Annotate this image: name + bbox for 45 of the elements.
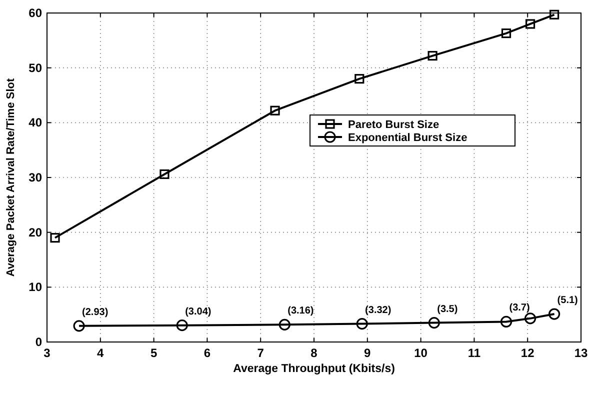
x-tick-label: 13 xyxy=(574,346,588,360)
data-label: (2.93) xyxy=(82,306,108,318)
data-label: (3.16) xyxy=(288,306,314,317)
point xyxy=(525,19,536,29)
data-label: (3.04) xyxy=(185,306,212,318)
point xyxy=(354,74,364,84)
y-tick-label: 40 xyxy=(28,116,42,130)
legend-label: Exponential Burst Size xyxy=(348,132,468,144)
x-tick-label: 7 xyxy=(257,346,264,360)
point xyxy=(356,318,368,330)
point xyxy=(428,50,438,61)
data-label: (5.1) xyxy=(557,295,578,306)
y-tick-label: 60 xyxy=(28,6,42,20)
y-tick-label: 30 xyxy=(28,170,42,184)
y-tick-label: 50 xyxy=(28,60,42,75)
x-tick-label: 9 xyxy=(364,346,372,360)
point xyxy=(500,316,512,328)
point xyxy=(524,312,536,324)
point xyxy=(548,308,560,320)
y-tick-label: 20 xyxy=(28,225,42,240)
point xyxy=(550,10,560,20)
x-axis-title: Average Throughput (Kbits/s) xyxy=(233,363,396,375)
x-tick-label: 11 xyxy=(468,346,481,360)
point xyxy=(270,106,280,116)
x-tick-label: 10 xyxy=(414,346,428,360)
data-label: (3.5) xyxy=(437,304,458,315)
y-tick-label: 10 xyxy=(28,280,42,294)
point xyxy=(501,28,512,38)
point xyxy=(278,318,290,330)
y-axis-title: Average Packet Arrival Rate/Time Slot xyxy=(5,78,17,277)
data-label: (3.7) xyxy=(509,302,530,314)
x-tick-label: 12 xyxy=(520,346,535,360)
point xyxy=(50,233,60,243)
point xyxy=(428,317,440,329)
y-tick-label: 0 xyxy=(35,335,42,349)
x-tick-label: 4 xyxy=(97,346,104,360)
x-tick-label: 5 xyxy=(150,346,158,360)
x-tick-label: 6 xyxy=(204,346,211,360)
data-label: (3.32) xyxy=(365,304,392,316)
point xyxy=(160,169,170,180)
x-tick-label: 3 xyxy=(44,346,51,360)
x-tick-label: 8 xyxy=(310,346,318,360)
legend-label: Pareto Burst Size xyxy=(348,119,440,131)
point xyxy=(73,320,85,332)
point xyxy=(176,320,188,332)
